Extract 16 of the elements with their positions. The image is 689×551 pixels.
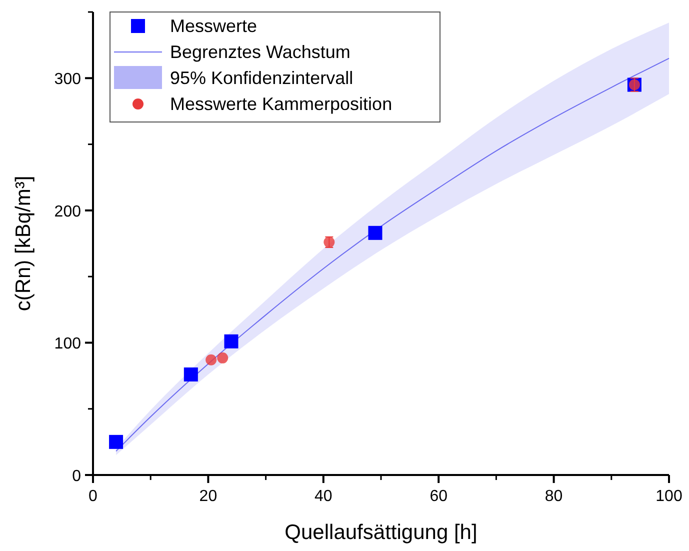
y-tick-label: 100 bbox=[54, 336, 82, 353]
y-tick-label: 300 bbox=[54, 71, 82, 88]
x-tick-label: 20 bbox=[199, 488, 218, 505]
x-tick-label: 40 bbox=[314, 488, 332, 505]
y-tick-label: 200 bbox=[54, 203, 82, 220]
x-tick-label: 100 bbox=[656, 488, 682, 505]
annotation: 95% Konfidenzintervall bbox=[170, 68, 354, 88]
x-tick-label: 60 bbox=[430, 488, 448, 505]
x-tick-label: 80 bbox=[544, 488, 563, 505]
y-tick-label: 0 bbox=[72, 468, 82, 485]
legend-label: Begrenztes Wachstum bbox=[170, 42, 350, 62]
x-tick-label: 0 bbox=[88, 488, 98, 505]
x-axis-title: Quellaufsättigung [h] bbox=[284, 521, 478, 544]
legend-label: Messwerte bbox=[170, 16, 258, 36]
legend-label: Messwerte Kammerposition bbox=[170, 94, 392, 114]
y-axis-title: c(Rn) [kBq/m³] bbox=[12, 176, 35, 312]
